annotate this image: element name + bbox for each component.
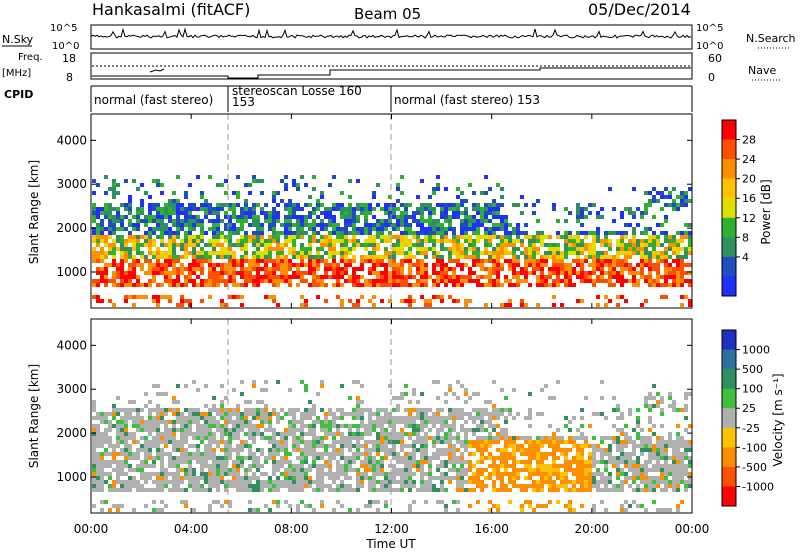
time-tick-label: 20:00 xyxy=(575,522,610,536)
nsky-label: N.Sky xyxy=(2,33,34,46)
velocity-heatmap xyxy=(92,380,692,512)
range-tick-label: 4000 xyxy=(56,133,87,147)
colorbar-tick-label: -1000 xyxy=(742,480,774,493)
time-tick-label: 12:00 xyxy=(374,522,409,536)
colorbar-swatch xyxy=(722,256,736,277)
colorbar-tick-label: 100 xyxy=(742,383,763,396)
power-heatmap xyxy=(92,175,692,307)
nsky-trace xyxy=(90,27,692,39)
time-tick-label: 04:00 xyxy=(174,522,209,536)
freq-unit-label: [MHz] xyxy=(2,68,31,79)
colorbar-tick-label: 500 xyxy=(742,363,763,376)
colorbar-tick-label: 1000 xyxy=(742,344,770,357)
colorbar-tick-label: 25 xyxy=(742,402,756,415)
nave-label: Nave xyxy=(748,64,776,77)
freq-panel: Freq. [MHz] 18 8 60 0 Nave xyxy=(2,52,780,84)
colorbar-tick-label: 28 xyxy=(742,134,756,147)
power-colorbar: 28 24 20 16 12 8 4 xyxy=(721,119,756,297)
velocity-panel: 1000 2000 3000 4000 Slant Range [km] 1000 50… xyxy=(27,318,785,514)
colorbar-swatch xyxy=(722,369,736,390)
mode-label-2: stereoscan Losse 160 xyxy=(232,84,362,98)
range-tick-label: 1000 xyxy=(56,470,87,484)
colorbar-swatch xyxy=(722,217,736,238)
beam-label: Beam 05 xyxy=(354,5,421,23)
colorbar-tick-label: 8 xyxy=(742,231,749,244)
colorbar-swatch xyxy=(722,178,736,199)
station-title: Hankasalmi (fitACF) xyxy=(92,0,250,19)
cpid-strip: CPID normal (fast stereo) 153 stereoscan… xyxy=(4,84,693,112)
colorbar-swatch xyxy=(722,237,736,258)
nave-trace xyxy=(92,67,691,79)
freq-tick-low: 8 xyxy=(66,71,73,84)
velocity-y-axis: 1000 2000 3000 4000 xyxy=(56,338,692,484)
colorbar-swatch xyxy=(722,198,736,219)
colorbar-tick-label: 20 xyxy=(742,173,756,186)
colorbar-swatch xyxy=(722,120,736,141)
velocity-y-label: Slant Range [km] xyxy=(27,364,41,468)
colorbar-swatch xyxy=(722,330,736,351)
colorbar-tick-label: 24 xyxy=(742,153,756,166)
nsky-tick-high: 10^5 xyxy=(50,23,77,34)
colorbar-swatch xyxy=(722,276,736,297)
colorbar-swatch xyxy=(722,427,736,448)
colorbar-tick-label: -500 xyxy=(742,461,767,474)
power-y-axis: 1000 2000 3000 4000 xyxy=(56,133,692,279)
date-label: 05/Dec/2014 xyxy=(588,0,691,19)
nave-tick-low: 0 xyxy=(708,71,715,84)
colorbar-swatch xyxy=(722,486,736,507)
range-tick-label: 1000 xyxy=(56,265,87,279)
nsky-panel: N.Sky 10^5 10^0 10^5 10^0 N.Search xyxy=(2,23,796,52)
power-panel: 1000 2000 3000 4000 Slant Range [km] 28 24 20… xyxy=(27,113,773,309)
colorbar-swatch xyxy=(722,388,736,409)
nsky-tick-low: 10^0 xyxy=(52,41,79,52)
time-axis-label: Time UT xyxy=(365,537,416,551)
time-tick-label: 00:00 xyxy=(675,522,710,536)
colorbar-swatch xyxy=(722,447,736,468)
colorbar-swatch xyxy=(722,139,736,160)
range-tick-label: 3000 xyxy=(56,177,87,191)
power-colorbar-label: Power [dB] xyxy=(759,179,773,244)
colorbar-tick-label: -100 xyxy=(742,441,767,454)
mode-id-1: 153 xyxy=(232,95,255,109)
range-tick-label: 2000 xyxy=(56,426,87,440)
time-tick-label: 08:00 xyxy=(274,522,309,536)
colorbar-swatch xyxy=(722,159,736,180)
mode-label-3: normal (fast stereo) 153 xyxy=(394,93,540,107)
nave-tick-high: 60 xyxy=(708,52,722,65)
velocity-colorbar: 1000 500 100 25 -25 -100 -500 -1000 xyxy=(721,329,774,507)
freq-label: Freq. xyxy=(18,52,43,63)
time-axis: 00:00 04:00 08:00 12:00 16:00 20:00 00:00 xyxy=(74,114,710,536)
range-tick-label: 4000 xyxy=(56,338,87,352)
nsearch-tick-high: 10^5 xyxy=(696,23,723,34)
colorbar-swatch xyxy=(722,349,736,370)
range-tick-label: 3000 xyxy=(56,382,87,396)
colorbar-swatch xyxy=(722,408,736,429)
mode-label-1: normal (fast stereo) xyxy=(94,93,213,107)
colorbar-swatch xyxy=(722,466,736,487)
colorbar-tick-label: 12 xyxy=(742,212,756,225)
range-tick-label: 2000 xyxy=(56,221,87,235)
time-tick-label: 16:00 xyxy=(474,522,509,536)
colorbar-tick-label: 4 xyxy=(742,251,749,264)
nsearch-label: N.Search xyxy=(746,32,796,45)
velocity-colorbar-label: Velocity [m s⁻¹] xyxy=(771,373,785,466)
cpid-label: CPID xyxy=(4,88,33,101)
colorbar-tick-label: -25 xyxy=(742,422,760,435)
nsearch-tick-low: 10^0 xyxy=(696,41,723,52)
freq-tick-high: 18 xyxy=(62,52,76,65)
colorbar-tick-label: 16 xyxy=(742,192,756,205)
time-tick-label: 00:00 xyxy=(74,522,109,536)
power-y-label: Slant Range [km] xyxy=(27,160,41,264)
